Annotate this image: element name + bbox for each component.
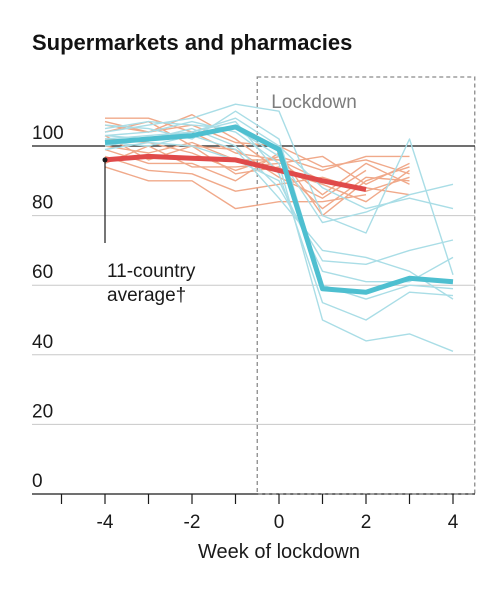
y-tick-label: 60 — [32, 262, 53, 283]
country-line-orange — [104, 166, 367, 210]
annotation-dot — [102, 157, 108, 163]
y-tick-label: 100 — [32, 123, 64, 144]
x-tick-label: -4 — [97, 512, 114, 533]
country-line-orange — [104, 114, 410, 203]
y-tick-label: 0 — [32, 471, 43, 492]
y-tick-label: 20 — [32, 401, 53, 422]
x-tick-label: 0 — [274, 512, 285, 533]
annotation-text: average† — [107, 285, 186, 306]
y-tick-label: 80 — [32, 193, 53, 214]
lockdown-label: Lockdown — [271, 92, 357, 113]
x-tick-label: 4 — [448, 512, 459, 533]
country-line-blue — [104, 110, 454, 300]
chart-title: Supermarkets and pharmacies — [32, 30, 353, 55]
country-line-blue — [104, 120, 454, 352]
average-line — [104, 124, 454, 295]
y-tick-label: 40 — [32, 332, 53, 353]
x-tick-label: -2 — [184, 512, 201, 533]
country-line-blue — [104, 120, 454, 321]
x-tick-label: 2 — [361, 512, 372, 533]
country-line-blue — [104, 134, 454, 300]
country-line-orange — [104, 141, 410, 196]
average-line — [104, 153, 367, 192]
x-axis-title: Week of lockdown — [198, 541, 360, 563]
annotation-text: 11-country — [107, 261, 196, 282]
